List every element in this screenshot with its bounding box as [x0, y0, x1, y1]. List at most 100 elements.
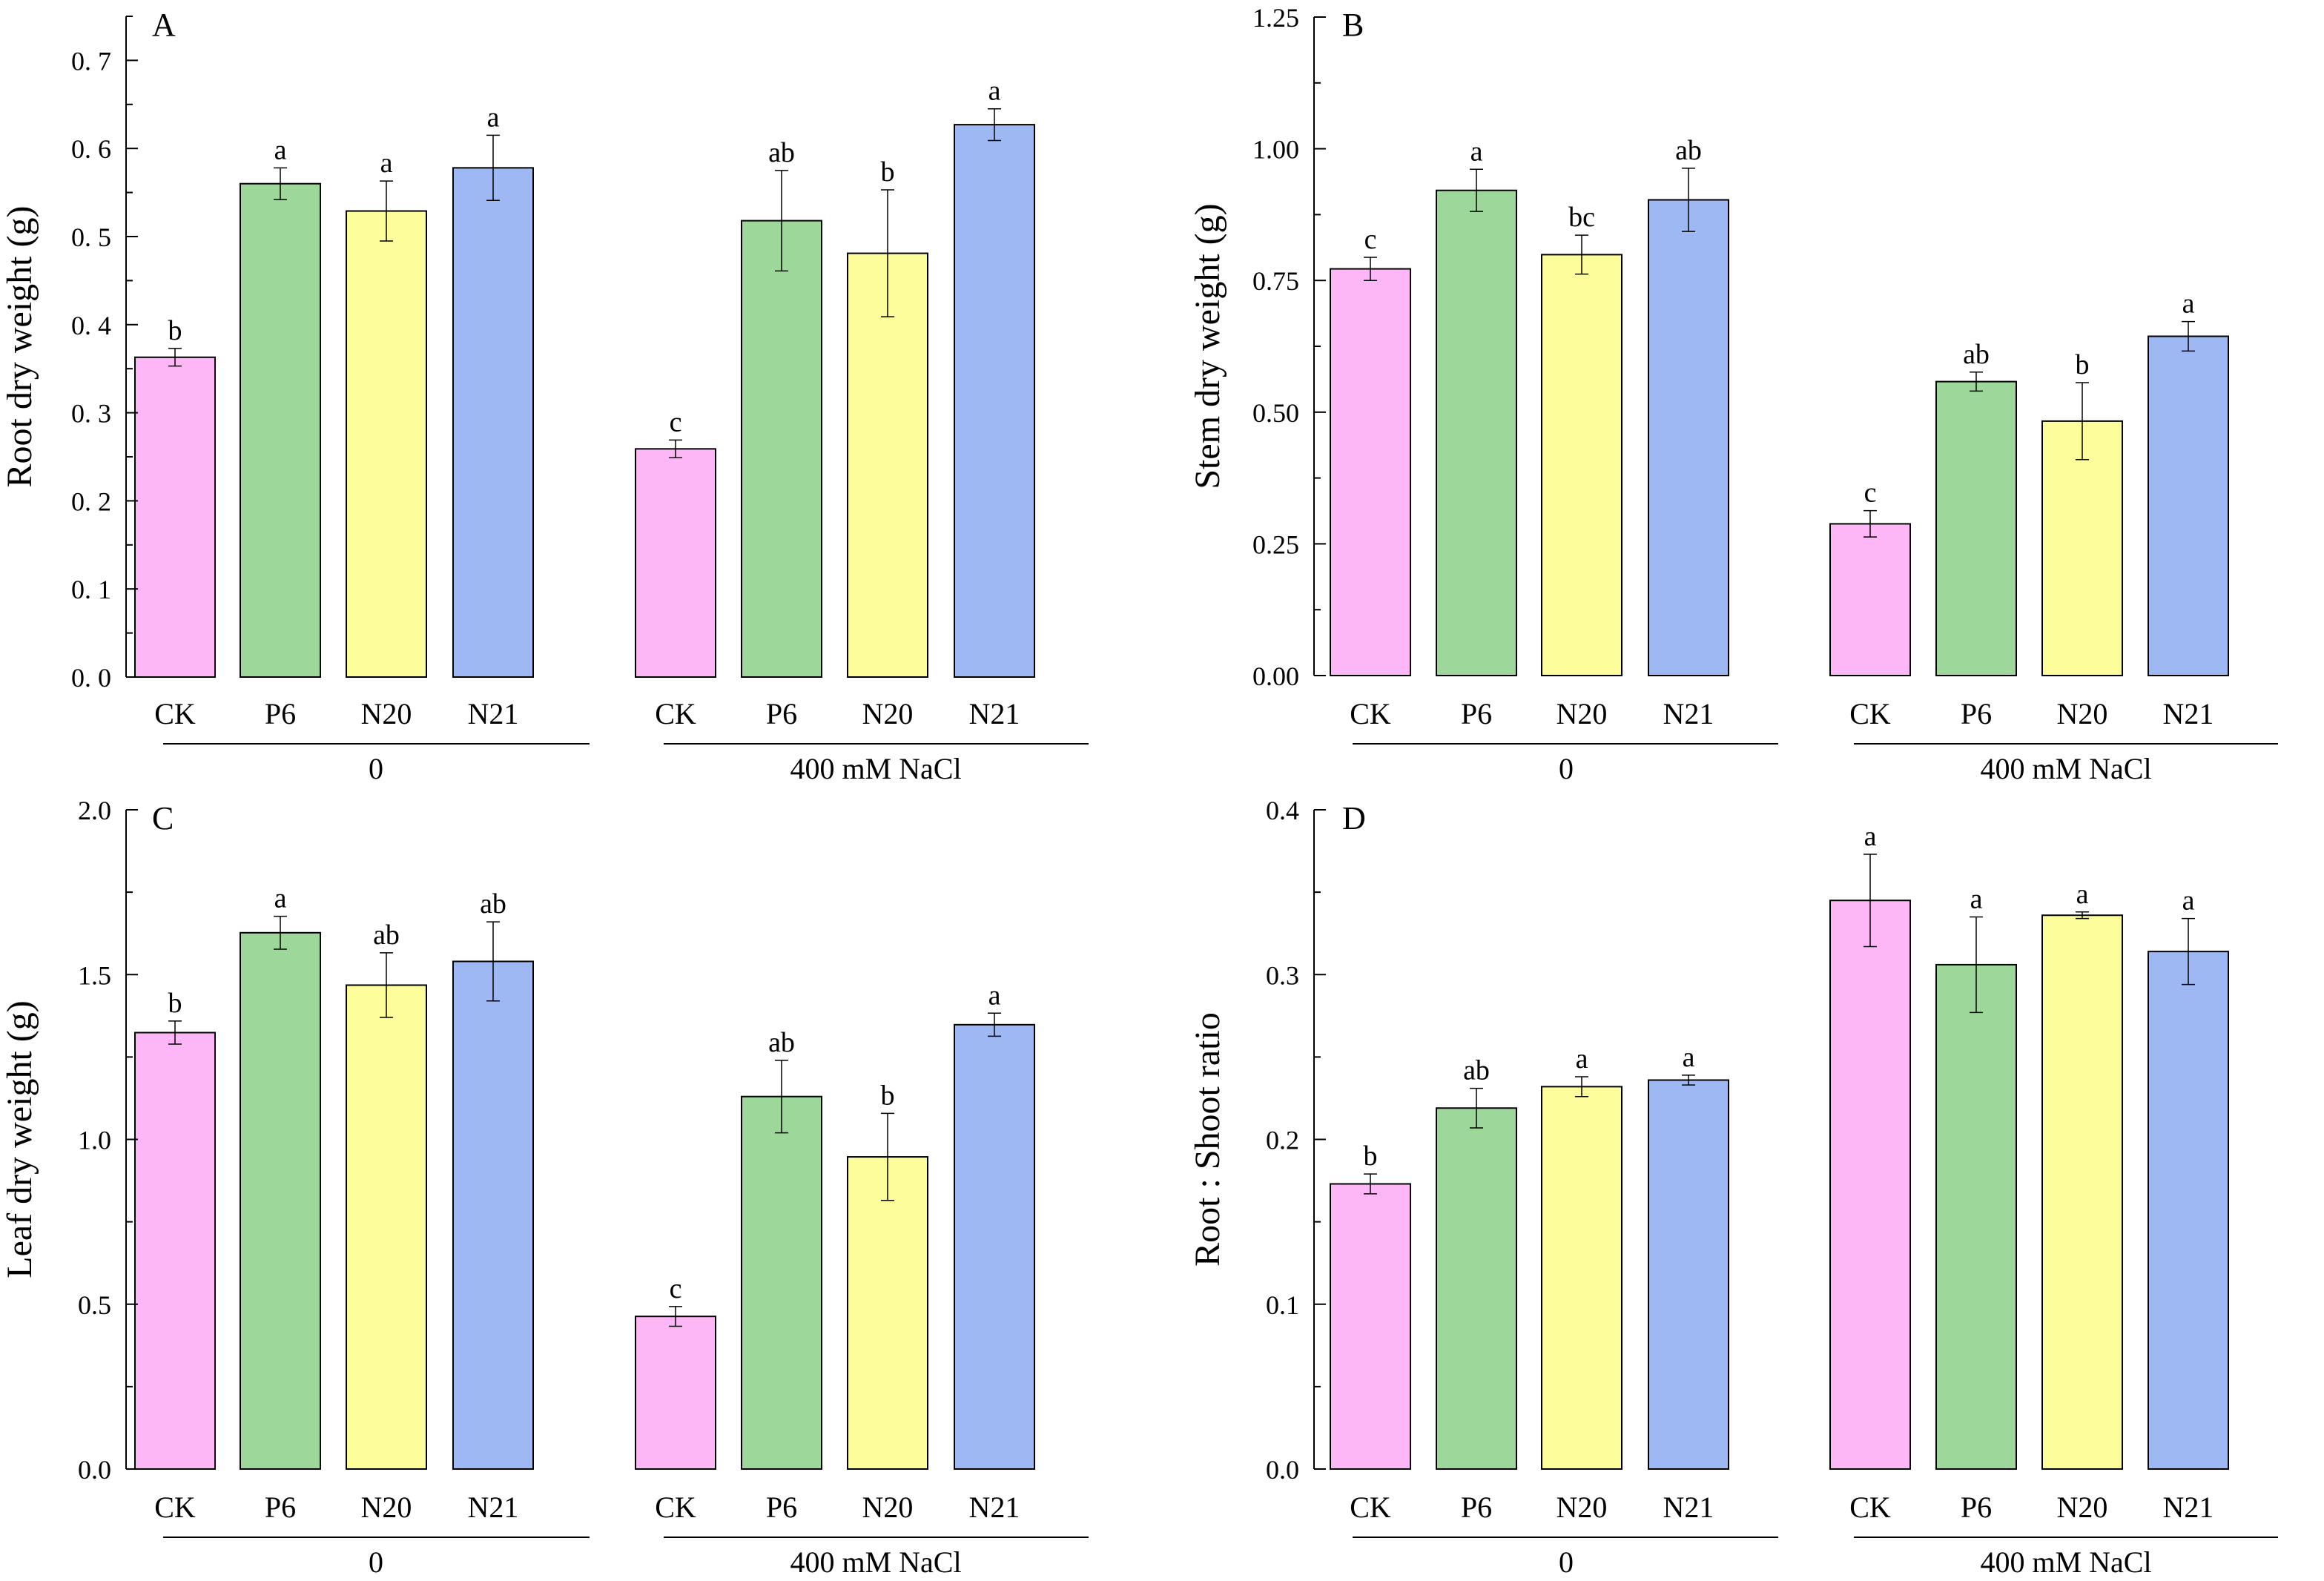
panel-b: c CK a P6 bc N20 ab N21 c CK ab P6 b N20 a N21 0.00 0.25 0… [1188, 3, 2278, 785]
bar-ck-0 [1330, 268, 1411, 676]
bar-n21-7 [954, 1023, 1035, 1470]
x-tick-label-5: P6 [766, 1491, 797, 1524]
bar-n20-2 [1541, 254, 1622, 677]
y-axis-label: Leaf dry weight (g) [0, 1000, 39, 1278]
x-tick-label-3: N21 [468, 697, 519, 730]
significance-letter-3: ab [1675, 135, 1702, 166]
y-tick-label-2: 0. 2 [71, 486, 111, 516]
group-label-0: 0 [369, 752, 383, 785]
bar-n20-6 [847, 1156, 928, 1470]
y-tick-label-1: 0.1 [1266, 1290, 1299, 1320]
significance-letter-6: b [881, 1080, 895, 1111]
significance-letter-4: c [670, 406, 682, 438]
bar-ck-0 [134, 1032, 216, 1471]
y-tick-label-1: 0.25 [1252, 529, 1299, 559]
bar-n21-3 [452, 960, 534, 1470]
x-tick-label-3: N21 [1663, 1491, 1714, 1524]
x-tick-label-0: CK [1350, 1491, 1391, 1524]
significance-letter-5: ab [768, 1027, 795, 1058]
x-tick-label-4: CK [1849, 1491, 1891, 1524]
bar-n20-6 [2041, 420, 2123, 676]
x-tick-label-1: P6 [265, 1491, 296, 1524]
x-tick-label-4: CK [1849, 697, 1891, 730]
x-tick-label-0: CK [1350, 697, 1391, 730]
y-tick-label-4: 0.4 [1266, 796, 1299, 825]
panel-letter: C [152, 800, 174, 836]
bar-n21-7 [2148, 335, 2229, 676]
group-label-0: 0 [369, 1545, 383, 1579]
significance-letter-2: bc [1568, 202, 1595, 233]
x-tick-label-5: P6 [1961, 1491, 1992, 1524]
y-axis-label: Root : Shoot ratio [1188, 1012, 1227, 1267]
bar-n21-7 [2148, 951, 2229, 1470]
significance-letter-6: b [881, 156, 895, 188]
x-tick-label-6: N20 [2057, 1491, 2108, 1524]
x-tick-label-1: P6 [265, 697, 296, 730]
y-tick-label-6: 0. 6 [71, 134, 111, 164]
significance-letter-7: a [988, 76, 1001, 107]
bar-p6-5 [1935, 380, 2017, 676]
x-tick-label-2: N20 [361, 697, 412, 730]
y-tick-label-3: 0. 3 [71, 399, 111, 429]
panel-d: b CK ab P6 a N20 a N21 a CK a P6 a N20 a N21 0.0 0.1 0.2 0.… [1188, 796, 2278, 1579]
x-tick-label-7: N21 [969, 1491, 1020, 1524]
x-tick-label-7: N21 [2163, 1491, 2214, 1524]
x-tick-label-2: N20 [1557, 1491, 1608, 1524]
significance-letter-3: ab [480, 888, 506, 920]
panel-letter: B [1342, 7, 1364, 43]
significance-letter-0: b [168, 988, 182, 1019]
bar-ck-0 [1330, 1183, 1411, 1470]
significance-letter-5: a [1970, 883, 1983, 914]
significance-letter-0: c [1364, 224, 1377, 255]
y-tick-label-1: 0. 1 [71, 575, 111, 604]
group-label-1: 400 mM NaCl [790, 1545, 961, 1579]
y-tick-label-0: 0.0 [1266, 1455, 1299, 1485]
significance-letter-6: a [2076, 879, 2089, 910]
x-tick-label-3: N21 [468, 1491, 519, 1524]
y-tick-label-3: 1.5 [78, 960, 111, 990]
y-tick-label-0: 0.0 [78, 1455, 111, 1485]
bar-ck-4 [1829, 900, 1911, 1471]
bar-ck-4 [635, 448, 716, 678]
bar-n21-3 [452, 167, 534, 678]
bar-p6-5 [741, 220, 822, 678]
significance-letter-3: a [487, 102, 500, 133]
panel-a: b CK a P6 a N20 a N21 c CK ab P6 b N20 a N21 0. 0 0. 1 0. … [0, 7, 1089, 785]
y-tick-label-7: 0. 7 [71, 46, 111, 76]
significance-letter-5: ab [1963, 339, 1990, 370]
significance-letter-5: ab [768, 137, 795, 168]
bar-ck-4 [635, 1316, 716, 1471]
x-tick-label-3: N21 [1663, 697, 1714, 730]
x-tick-label-6: N20 [2057, 697, 2108, 730]
x-tick-label-4: CK [655, 697, 696, 730]
y-tick-label-5: 0. 5 [71, 222, 111, 252]
significance-letter-3: a [1683, 1042, 1695, 1073]
significance-letter-7: a [2182, 885, 2195, 917]
y-tick-label-2: 0.2 [1266, 1126, 1299, 1155]
y-tick-label-4: 0. 4 [71, 311, 111, 340]
group-label-1: 400 mM NaCl [790, 752, 961, 785]
x-tick-label-7: N21 [2163, 697, 2214, 730]
significance-letter-4: c [1864, 478, 1877, 509]
x-tick-label-6: N20 [862, 697, 914, 730]
y-axis-label: Root dry weight (g) [0, 206, 39, 488]
significance-letter-7: a [2182, 288, 2195, 320]
x-tick-label-1: P6 [1461, 697, 1492, 730]
bar-ck-4 [1829, 523, 1911, 676]
bar-n21-3 [1648, 1079, 1729, 1470]
significance-letter-4: a [1864, 821, 1877, 852]
y-tick-label-5: 1.25 [1252, 3, 1299, 33]
bar-n20-2 [346, 210, 427, 679]
bar-p6-5 [1935, 963, 2017, 1471]
significance-letter-0: b [168, 315, 182, 346]
bar-p6-1 [1436, 1107, 1517, 1470]
x-tick-label-1: P6 [1461, 1491, 1492, 1524]
significance-letter-2: a [380, 148, 393, 179]
significance-letter-1: a [274, 883, 287, 914]
panel-c: b CK a P6 ab N20 ab N21 c CK ab P6 b N20 a N21 0.0 0.5 1.0… [0, 796, 1089, 1579]
x-tick-label-0: CK [154, 697, 196, 730]
significance-letter-2: a [1576, 1043, 1588, 1075]
bar-n21-7 [954, 124, 1035, 678]
y-tick-label-2: 0.50 [1252, 398, 1299, 428]
bar-ck-0 [134, 356, 216, 678]
